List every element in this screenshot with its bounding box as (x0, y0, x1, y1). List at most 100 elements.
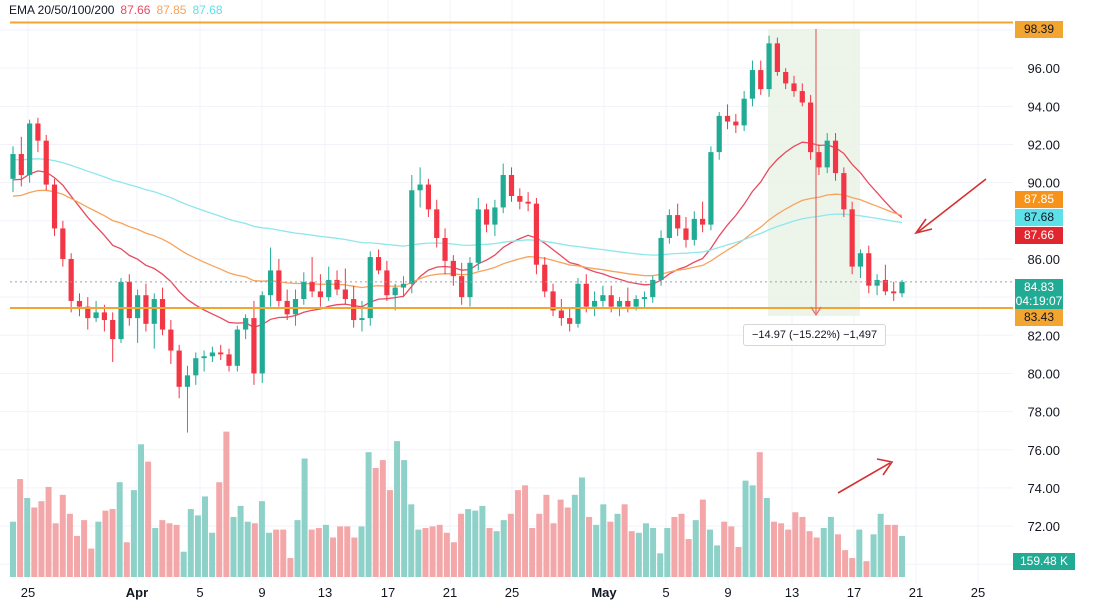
candle-body (658, 237, 664, 280)
candle-body (675, 215, 681, 229)
volume-bar (806, 531, 813, 577)
volume-bar (152, 528, 159, 577)
candle-body (824, 140, 830, 168)
volume-bar (500, 520, 507, 577)
candle-body (101, 312, 107, 321)
price-tick-label: 96.00 (1027, 61, 1060, 76)
price-tag-ema100: 87.68 (1015, 209, 1063, 226)
volume-bar (401, 460, 408, 577)
volume-bar (593, 524, 600, 577)
volume-bar (116, 482, 123, 577)
candle-body (301, 281, 307, 300)
candle-body (400, 283, 407, 288)
candle-body (533, 203, 540, 265)
volume-bar (621, 504, 628, 577)
volume-bar (330, 537, 337, 577)
candle-body (135, 295, 141, 319)
volume-bar (344, 526, 351, 577)
price-tag-ema50: 87.85 (1015, 191, 1063, 208)
time-tick-label: 5 (662, 585, 669, 600)
candle-body (899, 281, 905, 294)
candle-body (691, 218, 697, 240)
ema-20-line (12, 141, 903, 329)
candle-body (483, 209, 490, 225)
annotation-arrow-up-right[interactable] (837, 458, 894, 494)
time-tick-label: 17 (381, 585, 395, 600)
volume-bar (74, 535, 81, 577)
candle-body (409, 190, 415, 284)
candle-body (866, 253, 872, 286)
candle-body (267, 270, 274, 296)
candle-body (716, 115, 722, 153)
volume-bar (721, 521, 728, 577)
measure-arrow-head (810, 306, 822, 317)
price-tag-top-line: 98.39 (1015, 21, 1063, 38)
price-tick-label: 80.00 (1027, 366, 1060, 381)
volume-bar (294, 520, 301, 577)
time-axis[interactable]: 25 Apr 5 9 13 17 21 25 May 5 9 13 17 21 25 (21, 585, 985, 600)
volume-bars (10, 431, 905, 577)
legend-value-ema50: 87.85 (156, 3, 187, 17)
volume-bar (770, 521, 777, 577)
indicator-legend[interactable]: EMA 20/50/100/200 87.66 87.85 87.68 (9, 3, 229, 17)
legend-name: EMA 20/50/100/200 (9, 3, 115, 17)
volume-bar (315, 528, 322, 577)
candle-body (110, 320, 116, 340)
candle-body (292, 299, 299, 315)
volume-bar (834, 534, 841, 577)
candle-body (35, 123, 41, 141)
bar-countdown: 04:19:07 (1015, 294, 1063, 308)
volume-bar (394, 441, 401, 577)
time-tick-label: 25 (505, 585, 519, 600)
candle-body (699, 218, 706, 225)
volume-bar (251, 523, 258, 577)
candle-body (326, 279, 332, 298)
candlesticks (10, 35, 905, 433)
candle-body (243, 318, 249, 330)
time-tick-label: 21 (909, 585, 923, 600)
candle-body (616, 300, 623, 307)
candle-body (450, 260, 456, 277)
candle-body (193, 358, 199, 376)
price-tick-label: 86.00 (1027, 252, 1060, 267)
candle-body (683, 228, 689, 240)
volume-bar (450, 542, 457, 577)
volume-bar (429, 526, 436, 577)
volume-bar (194, 515, 201, 577)
volume-bar (52, 523, 59, 577)
candle-body (226, 354, 232, 366)
candle-body (27, 123, 33, 176)
volume-bar (102, 510, 109, 577)
time-tick-label: 25 (21, 585, 35, 600)
candle-body (18, 154, 24, 176)
volume-bar (557, 499, 564, 577)
volume-bar (81, 520, 88, 577)
volume-bar (31, 507, 38, 577)
annotation-arrow-down-left[interactable] (914, 178, 987, 235)
candle-body (600, 295, 606, 301)
volume-bar (614, 513, 621, 577)
candle-body (849, 209, 855, 267)
candle-body (417, 184, 423, 191)
candle-body (342, 289, 348, 300)
price-tag-last: 84.83 04:19:07 (1015, 279, 1063, 310)
volume-bar (529, 528, 536, 577)
volume-bar (308, 529, 315, 577)
candle-body (151, 299, 157, 324)
time-tick-label: 13 (318, 585, 332, 600)
candle-body (741, 98, 747, 126)
volume-bar (891, 524, 898, 577)
volume-bar (899, 535, 905, 577)
measure-label[interactable]: −14.97 (−15.22%) −1,497 (743, 324, 887, 346)
volume-bar (571, 494, 578, 577)
candle-body (392, 287, 398, 296)
volume-bar (173, 524, 180, 577)
candle-body (143, 295, 149, 324)
candle-body (567, 318, 573, 324)
candle-body (60, 228, 66, 259)
volume-bar (685, 539, 692, 577)
candle-body (475, 209, 481, 263)
volume-bar (386, 490, 393, 577)
candle-body (51, 184, 58, 229)
